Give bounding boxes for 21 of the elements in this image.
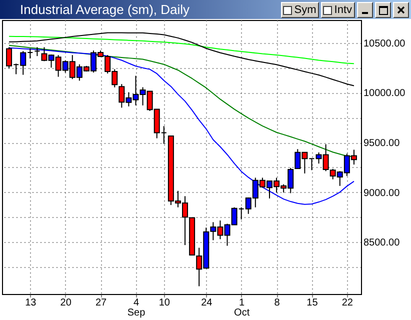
line-series bbox=[8, 32, 354, 86]
x-tick-label: 13 bbox=[25, 298, 37, 308]
x-tick-label: 22 bbox=[342, 298, 354, 308]
y-tick-label: 8500.00 bbox=[364, 238, 400, 249]
y-tick-label: 10000.00 bbox=[364, 88, 406, 100]
x-tick-label: 1 Oct bbox=[234, 298, 250, 318]
x-tick-label: 10 bbox=[158, 298, 170, 308]
x-tick-label: 15 bbox=[306, 298, 318, 308]
x-tick-label: 4 Sep bbox=[127, 298, 146, 318]
chart-title: Industrial Average (sm), Daily bbox=[20, 1, 190, 19]
y-tick-label: 10500.00 bbox=[364, 38, 406, 50]
text: Intv bbox=[334, 3, 352, 17]
x-tick-label: 20 bbox=[60, 298, 72, 308]
x-tick-label: 24 bbox=[201, 298, 213, 308]
x-tick-label: 27 bbox=[95, 298, 108, 308]
line-series bbox=[8, 36, 354, 64]
candlestick bbox=[34, 46, 40, 57]
x-tick-label: 8 bbox=[274, 298, 280, 308]
y-tick-label: 9500.00 bbox=[364, 138, 400, 150]
text: Sym bbox=[294, 3, 316, 17]
y-tick-label: 9000.00 bbox=[364, 188, 400, 199]
